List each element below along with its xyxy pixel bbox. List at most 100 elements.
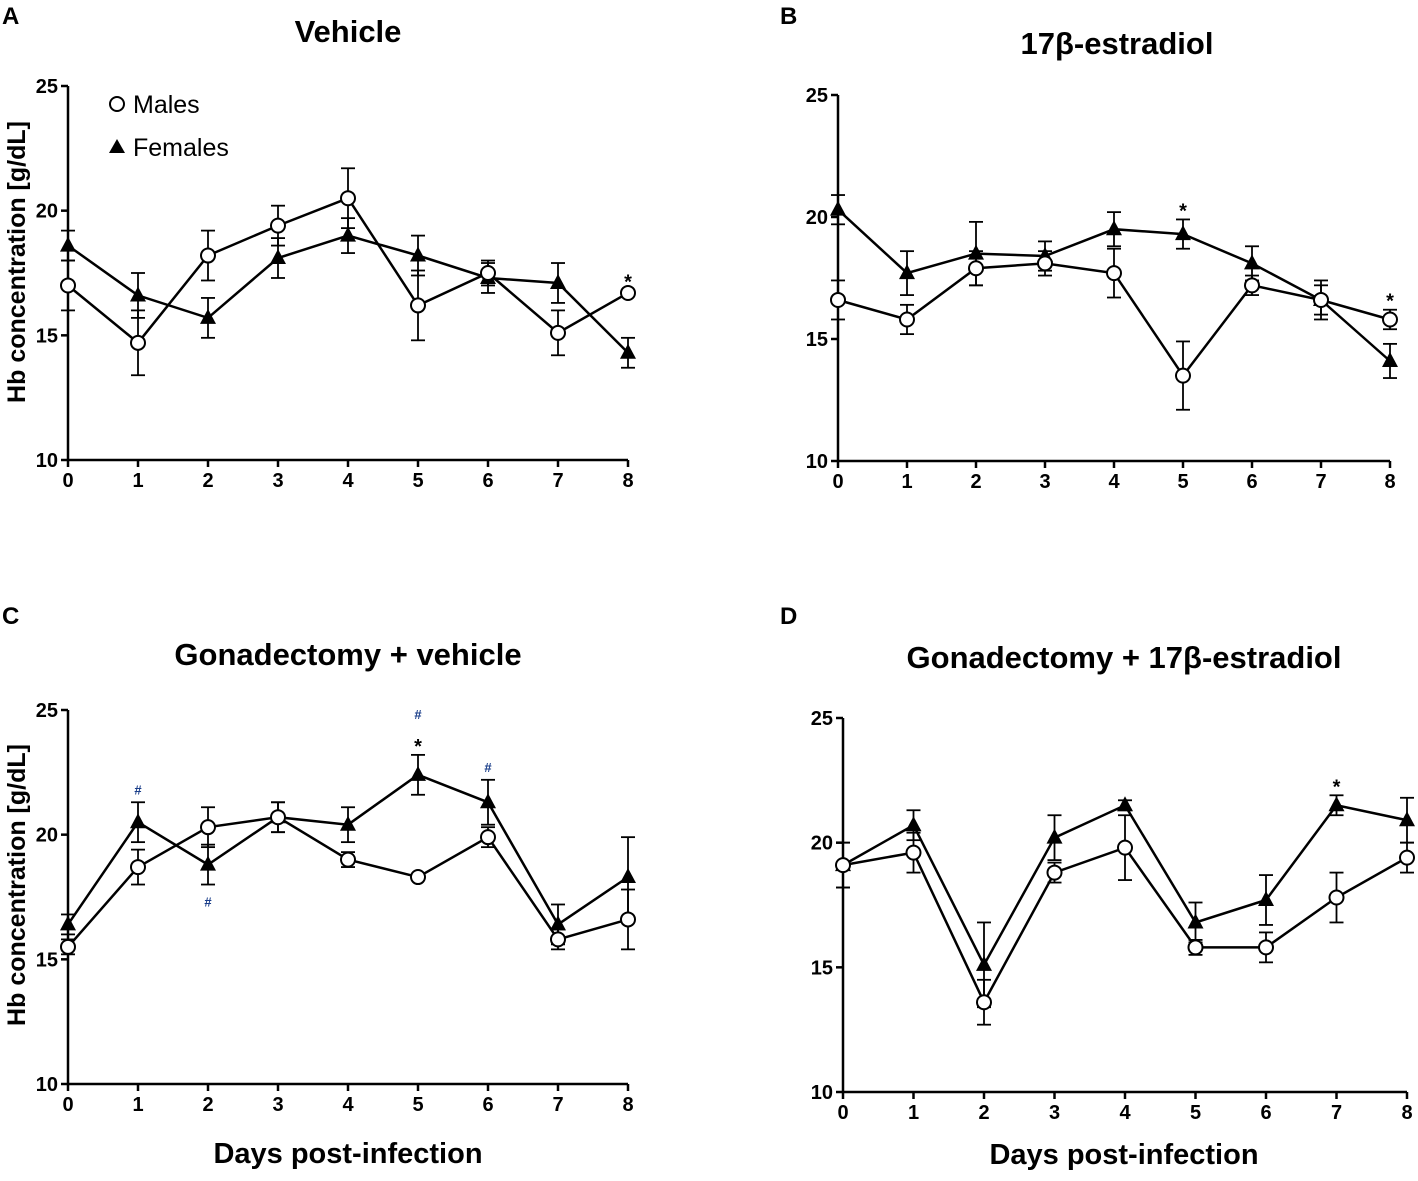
panel-d-annotation-star: * [1333, 776, 1341, 798]
panel-a-females-point [130, 286, 146, 302]
panel-d-y-tick-label: 10 [811, 1082, 833, 1104]
panel-c-females-point [60, 915, 76, 931]
panel-d-x-tick-label: 0 [837, 1102, 848, 1124]
panel-d-females-point [1187, 913, 1204, 929]
panel-d-females-point [1399, 811, 1415, 827]
panel-d-females-point [1328, 796, 1345, 812]
panel-a-y-tick-label: 10 [36, 450, 58, 472]
panel-b-females-point [1382, 351, 1398, 367]
panel-c-males-point [480, 829, 496, 846]
panel-c-x-tick-label: 0 [62, 1094, 73, 1116]
panel-b-males-point [899, 311, 915, 328]
panel-letter-a: A [2, 3, 19, 30]
panel-b-annotation-star: * [1179, 200, 1187, 222]
panel-a-x-tick-label: 5 [412, 470, 423, 492]
panel-a-females-point [620, 343, 636, 359]
panel-c-annotation-hash: # [134, 782, 142, 797]
panel-d-males-point [1328, 889, 1345, 906]
panel-a-females-point [60, 236, 76, 252]
panel-c-y-tick-label: 15 [36, 949, 58, 971]
panel-a-males-point [480, 265, 496, 281]
panel-d-males-point [1046, 864, 1063, 881]
panel-b-y-tick-label: 20 [806, 207, 828, 229]
panel-d-males-point [1117, 839, 1133, 856]
panel-letter-c: C [2, 603, 19, 630]
panel-a-males-point [270, 217, 286, 234]
panel-d-y-tick-label: 20 [811, 833, 833, 855]
panel-a-title: Vehicle [295, 14, 402, 49]
panel-b-x-tick-label: 1 [901, 471, 912, 493]
panel-letter-b: B [780, 3, 797, 30]
legend-males-marker [109, 96, 125, 112]
panel-d-males-point [835, 857, 851, 874]
panel-d-males-point [905, 844, 922, 861]
panel-a-plot: 10 15 20 25 0 1 2 3 4 5 6 7 8 * [36, 76, 636, 492]
panel-a-x-tick-label: 8 [622, 470, 633, 492]
panel-c-y-tick-label: 25 [36, 700, 58, 722]
panel-a-x-tick-label: 1 [132, 470, 143, 492]
panel-c-y-tick-label: 20 [36, 825, 58, 847]
panel-a-y-tick-label: 20 [36, 201, 58, 223]
panel-c-x-tick-label: 4 [342, 1094, 354, 1116]
legend: Males Females [109, 91, 229, 162]
panel-b-x-tick-label: 6 [1246, 471, 1257, 493]
panel-c-annotation-hash: # [484, 760, 492, 775]
panel-a-annotation-star: * [624, 271, 632, 293]
panel-c-females-point [550, 915, 566, 931]
panel-d-x-tick-label: 6 [1260, 1102, 1271, 1124]
panel-c-annotation-hash: # [414, 707, 422, 722]
panel-b-x-tick-label: 0 [832, 471, 843, 493]
panel-d-females-point [976, 955, 992, 971]
panel-c-x-tick-label: 8 [622, 1094, 633, 1116]
panel-a-females-point [200, 308, 216, 324]
panel-b-y-tick-label: 25 [806, 85, 828, 107]
panel-d-x-tick-label: 3 [1049, 1102, 1060, 1124]
panel-d-females-point [1117, 796, 1133, 812]
panel-letter-d: D [780, 603, 797, 630]
panel-c-x-tick-label: 5 [412, 1094, 423, 1116]
panel-a-x-tick-label: 6 [482, 470, 493, 492]
panel-c-x-tick-label: 7 [552, 1094, 563, 1116]
panel-b-males-point [968, 260, 984, 277]
panel-b-plot: 10 15 20 25 0 1 2 3 4 5 6 7 8 * * [806, 85, 1398, 493]
panel-c-females-point [130, 813, 146, 829]
panel-b-females-point [899, 264, 915, 280]
panel-c-males-point [200, 819, 216, 836]
panel-d-x-tick-label: 7 [1331, 1102, 1342, 1124]
legend-females-label: Females [133, 134, 229, 162]
panel-b-title: 17β-estradiol [1021, 26, 1214, 61]
panel-d-x-tick-label: 4 [1119, 1102, 1131, 1124]
panel-b-females-point [1175, 225, 1191, 241]
panel-a-x-tick-label: 2 [202, 470, 213, 492]
panel-c-males-point [550, 931, 566, 948]
panel-d-females-point [1046, 828, 1063, 844]
panel-c-x-tick-label: 3 [272, 1094, 283, 1116]
panel-d-males-point [1399, 849, 1415, 866]
panel-c-females-point [480, 793, 496, 809]
panel-a-females-point [410, 246, 426, 262]
panel-c-ylabel: Hb concentration [g/dL] [3, 744, 31, 1026]
panel-a-ylabel: Hb concentration [g/dL] [3, 121, 31, 403]
panel-b-males-point [1244, 277, 1260, 294]
panel-a-males-point [200, 247, 216, 264]
panel-b-x-tick-label: 2 [970, 471, 981, 493]
panel-a-y-tick-label: 25 [36, 76, 58, 98]
panel-a-females-point [270, 249, 286, 265]
panel-d-title: Gonadectomy + 17β-estradiol [907, 640, 1342, 675]
legend-males-label: Males [133, 91, 200, 119]
panel-b-x-tick-label: 8 [1384, 471, 1395, 493]
panel-c-females-point [200, 855, 216, 871]
panel-c-annotation-hash: # [204, 895, 212, 910]
panel-b-x-tick-label: 3 [1039, 471, 1050, 493]
panel-d-females-point [1258, 891, 1274, 907]
panel-c-title: Gonadectomy + vehicle [174, 637, 521, 672]
panel-b-females-point [1106, 220, 1122, 236]
panel-b-x-tick-label: 7 [1315, 471, 1326, 493]
panel-a-males-point [620, 284, 636, 301]
panel-a-y-tick-label: 15 [36, 325, 58, 347]
panel-d-males-point [1258, 939, 1274, 956]
panel-c-males-point [130, 859, 146, 876]
panel-b-annotation-star: * [1386, 291, 1394, 313]
